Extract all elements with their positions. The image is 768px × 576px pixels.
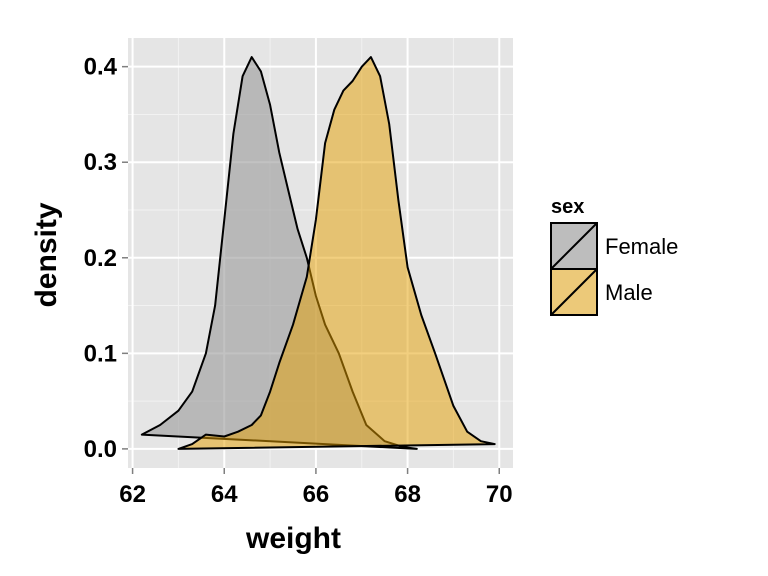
y-axis-title: density (30, 202, 63, 307)
x-tick-label: 64 (211, 481, 238, 508)
y-tick-label: 0.1 (84, 340, 117, 367)
legend-label-male: Male (605, 280, 653, 305)
y-tick-label: 0.2 (84, 245, 117, 272)
legend-label-female: Female (605, 234, 678, 259)
x-tick-label: 70 (486, 481, 513, 508)
density-area-male (177, 56, 496, 450)
x-tick-label: 66 (303, 481, 330, 508)
y-tick-label: 0.0 (84, 436, 117, 463)
legend-key-slash (550, 222, 598, 270)
x-tick-label: 62 (119, 481, 146, 508)
y-tick-label: 0.4 (84, 54, 118, 81)
axis-ticks (122, 65, 500, 474)
x-axis-title: weight (245, 522, 341, 555)
density-areas (140, 56, 496, 450)
y-tick-labels: 0.0 0.1 0.2 0.3 0.4 (84, 54, 118, 463)
y-tick-label: 0.3 (84, 149, 117, 176)
legend-title: sex (551, 196, 584, 218)
legend-key-slash (550, 268, 598, 316)
legend: sex Female Male (550, 196, 678, 316)
x-tick-labels: 62 64 66 68 70 (119, 481, 512, 508)
x-tick-label: 68 (394, 481, 421, 508)
